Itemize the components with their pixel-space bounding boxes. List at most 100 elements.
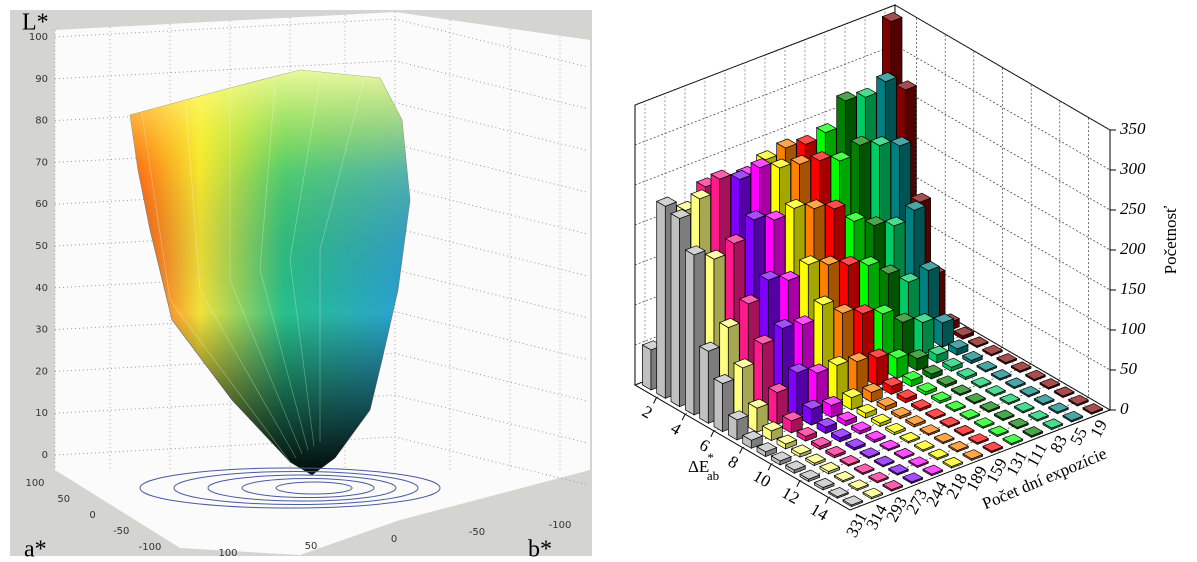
bar: [861, 382, 884, 403]
bar-top: [821, 395, 844, 406]
bar: [907, 349, 929, 372]
x-tick-label: 14: [807, 500, 832, 525]
bar: [922, 464, 944, 477]
bar-top: [733, 358, 755, 369]
bar-top: [784, 460, 807, 471]
bar-top: [793, 315, 815, 326]
bar: [870, 413, 892, 428]
bar: [799, 469, 821, 483]
bar-top: [747, 398, 769, 409]
bar-top: [1062, 410, 1084, 421]
bar: [881, 376, 904, 396]
bar-top: [910, 399, 932, 410]
bar: [867, 348, 889, 387]
bar-top: [961, 350, 984, 361]
mesh-line: [289, 79, 321, 447]
gamut-plot: 0 10 20 30 40 50 60 70 80 90 100 100 50 0 -50 -100 100 50…: [22, 10, 589, 562]
bar-top: [924, 408, 947, 419]
bar: [901, 370, 924, 388]
bar-top: [907, 349, 929, 360]
grid-line: [54, 102, 589, 152]
bar-top: [1013, 401, 1035, 412]
bar: [842, 495, 864, 508]
bar: [1067, 394, 1090, 407]
bar: [741, 430, 764, 449]
bar-top: [838, 255, 861, 266]
x-tick: [681, 413, 686, 421]
bar-top: [1002, 433, 1024, 444]
bar-top: [1039, 378, 1061, 389]
bar-top: [684, 245, 706, 256]
bar-top: [847, 352, 869, 363]
z-tick-label: 10: [35, 408, 48, 419]
bar-top: [922, 464, 944, 475]
bar: [824, 445, 847, 459]
bar-top: [930, 391, 952, 402]
bar: [847, 479, 870, 492]
bar-top: [973, 417, 995, 428]
z-tick-label: 50: [35, 241, 48, 252]
bar-front: [699, 345, 709, 424]
y-axis-label: b*: [528, 537, 552, 562]
bar-top: [713, 374, 735, 384]
bar: [884, 422, 907, 436]
bar-top: [947, 440, 970, 451]
mesh-line: [259, 84, 309, 451]
grid-line: [54, 18, 589, 68]
bar: [1004, 377, 1027, 390]
bar: [902, 472, 924, 485]
bar: [1002, 433, 1024, 446]
mesh-line: [319, 74, 366, 442]
bar: [913, 440, 935, 453]
bar-top: [1010, 361, 1032, 372]
bar-top: [862, 487, 884, 498]
bar-top: [830, 151, 852, 162]
bar-top: [839, 455, 861, 465]
bar-top: [815, 123, 838, 134]
bar: [962, 449, 984, 462]
y-tick-label: 150: [1120, 279, 1146, 298]
bar: [890, 406, 912, 420]
bar-front: [788, 367, 798, 418]
bar: [1007, 417, 1030, 430]
bar-top: [755, 150, 778, 161]
x-tick-label: 4: [668, 418, 685, 439]
bar: [864, 430, 887, 444]
bar: [973, 417, 995, 430]
bar-top: [850, 135, 872, 146]
bar: [836, 411, 858, 427]
bar-top: [798, 255, 821, 266]
z-tick-label: 80: [35, 116, 48, 127]
x-tick: [739, 447, 743, 454]
bar: [959, 408, 981, 421]
bar: [753, 334, 775, 417]
x-tick-label: 12: [779, 483, 803, 508]
bar-top: [787, 363, 809, 374]
bar-top: [1007, 417, 1030, 428]
bar-top: [941, 357, 964, 368]
bar-top: [870, 413, 892, 424]
bar: [1053, 386, 1075, 399]
bar-top: [836, 411, 858, 422]
bar: [1062, 410, 1084, 423]
bar-top: [853, 463, 875, 474]
bar-top: [981, 344, 1004, 355]
bar: [839, 455, 861, 467]
x-axis-label-main: ΔE: [688, 457, 709, 476]
bar: [976, 360, 998, 373]
z-tick-label: 30: [35, 325, 48, 336]
floor-contour: [275, 481, 353, 495]
floor-contour: [173, 471, 419, 505]
bar-top: [750, 158, 772, 169]
bar: [813, 477, 835, 491]
bar: [856, 403, 878, 419]
y-tick-label: 50: [1120, 359, 1138, 378]
bar-top: [790, 444, 812, 455]
bar-top: [761, 421, 784, 432]
bar-top: [730, 169, 752, 180]
y-tick-label: 0: [1120, 399, 1129, 418]
bar-top: [775, 138, 798, 149]
mesh-line: [229, 90, 303, 455]
bar-top: [804, 453, 827, 464]
bar-top: [864, 216, 886, 227]
